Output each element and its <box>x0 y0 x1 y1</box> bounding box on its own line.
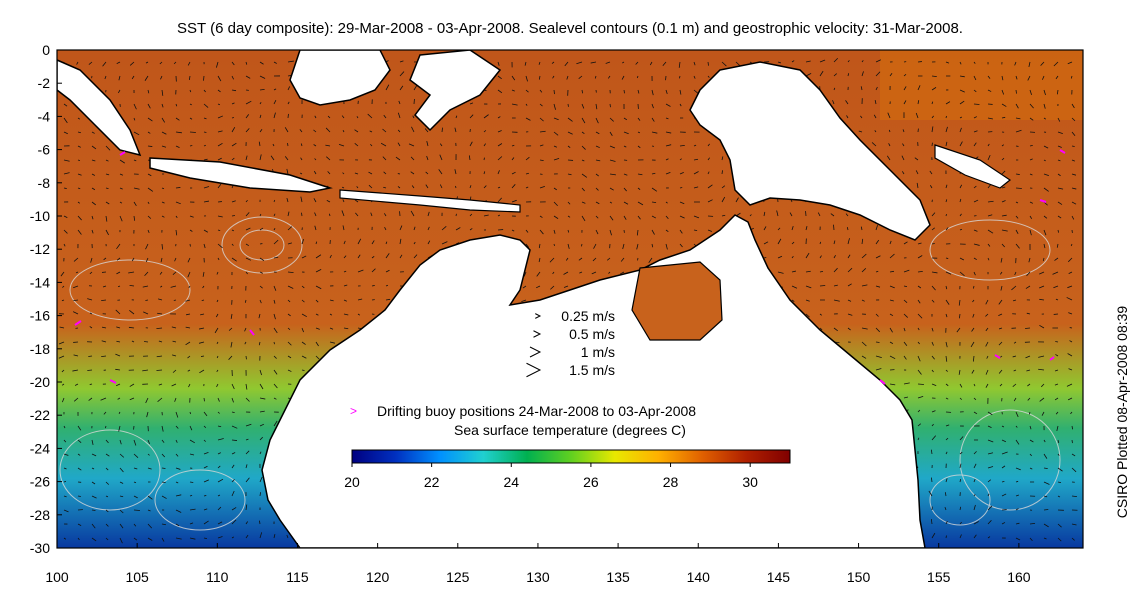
velocity-legend-label: 0.25 m/s <box>561 308 615 324</box>
buoy-legend: > Drifting buoy positions 24-Mar-2008 to… <box>350 403 696 419</box>
velocity-arrow-icon <box>535 313 542 319</box>
buoy-tracks <box>74 149 1066 385</box>
colorbar-tick-label: 24 <box>503 474 519 490</box>
x-axis-ticks: 100 105 110 115 120 125 130 135 140 145 150 155 160 <box>45 543 1031 585</box>
y-tick-label: -26 <box>30 474 50 490</box>
x-tick-label: 100 <box>45 569 69 585</box>
colorbar: Sea surface temperature (degrees C) 20 22… <box>344 422 791 490</box>
y-tick-label: -12 <box>30 241 50 257</box>
y-tick-label: -22 <box>30 407 50 423</box>
colorbar-scale <box>351 449 791 464</box>
sumatra <box>57 59 142 157</box>
lesser-sunda <box>339 189 521 213</box>
x-tick-label: 160 <box>1007 569 1031 585</box>
y-tick-label: -8 <box>38 175 51 191</box>
y-tick-label: -18 <box>30 341 50 357</box>
sulawesi <box>409 50 502 132</box>
sealevel-contours <box>59 216 1061 531</box>
colorbar-tick-label: 30 <box>742 474 758 490</box>
velocity-legend-label: 0.5 m/s <box>569 326 615 342</box>
java <box>149 157 333 193</box>
x-tick-label: 135 <box>606 569 630 585</box>
x-tick-label: 125 <box>446 569 470 585</box>
velocity-arrow-icon <box>533 330 542 338</box>
colorbar-ticks: 20 22 24 26 28 30 <box>344 463 758 490</box>
colorbar-tick-label: 26 <box>583 474 599 490</box>
y-tick-label: -10 <box>30 208 50 224</box>
borneo <box>289 50 391 106</box>
x-tick-label: 145 <box>767 569 791 585</box>
map-title: SST (6 day composite): 29-Mar-2008 - 03-… <box>177 20 963 37</box>
colorbar-title: Sea surface temperature (degrees C) <box>454 422 686 438</box>
gulf-coast <box>631 261 723 341</box>
x-tick-label: 150 <box>847 569 871 585</box>
colorbar-tick-label: 28 <box>663 474 679 490</box>
y-axis-ticks: 0 -2 -4 -6 -8 -10 -12 -14 -16 -18 -20 -22 -24 -26 -28 -… <box>30 42 62 556</box>
new-guinea <box>689 61 931 241</box>
y-tick-label: -16 <box>30 308 50 324</box>
buoy-legend-label: Drifting buoy positions 24-Mar-2008 to 0… <box>377 403 696 419</box>
plot-frame <box>56 49 1084 549</box>
x-tick-label: 115 <box>286 569 309 585</box>
x-tick-label: 105 <box>125 569 149 585</box>
y-tick-label: -24 <box>30 440 50 456</box>
y-tick-label: -30 <box>30 540 50 556</box>
x-tick-label: 130 <box>526 569 550 585</box>
x-tick-label: 140 <box>687 569 711 585</box>
x-tick-label: 120 <box>366 569 390 585</box>
buoy-marker-icon: > <box>350 404 357 418</box>
colorbar-tick-label: 22 <box>424 474 440 490</box>
velocity-legend-label: 1.5 m/s <box>569 362 615 378</box>
y-tick-label: -14 <box>30 274 50 290</box>
velocity-arrow-icon <box>526 362 542 378</box>
y-tick-label: -4 <box>38 108 51 124</box>
y-tick-label: -2 <box>38 75 51 91</box>
x-tick-label: 110 <box>206 569 229 585</box>
y-tick-label: -6 <box>38 142 51 158</box>
velocity-arrow-icon <box>529 346 542 358</box>
velocity-legend: 0.25 m/s 0.5 m/s 1 m/s 1.5 m/s <box>526 308 615 378</box>
y-tick-label: -28 <box>30 507 50 523</box>
x-tick-label: 155 <box>927 569 951 585</box>
y-tick-label: -20 <box>30 374 50 390</box>
warm-pool <box>880 50 1083 120</box>
colorbar-tick-label: 20 <box>344 474 360 490</box>
y-tick-label: 0 <box>42 42 50 58</box>
velocity-legend-label: 1 m/s <box>581 344 615 360</box>
new-britain <box>934 144 1012 189</box>
